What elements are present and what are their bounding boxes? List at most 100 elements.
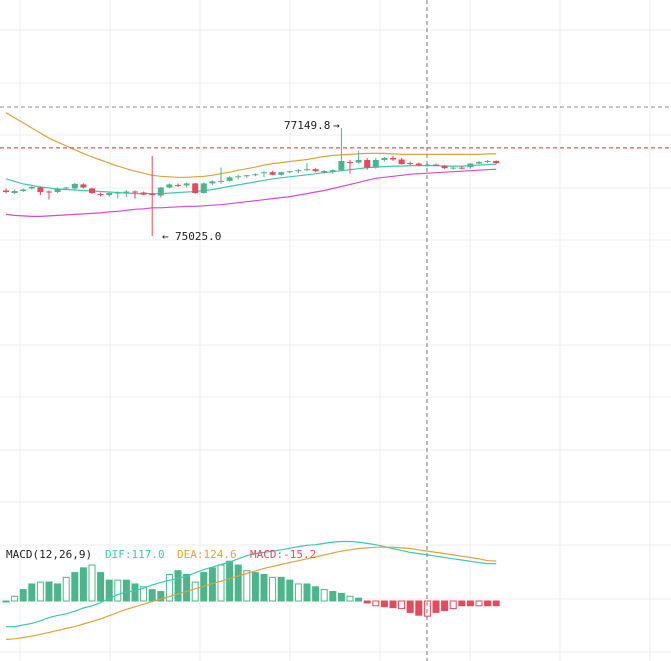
macd-bar [492, 600, 500, 607]
candle-body [450, 167, 457, 169]
boll-upper-line [5, 112, 497, 178]
candle-body [493, 161, 500, 164]
macd-lines [5, 540, 497, 640]
macd-bar [294, 583, 302, 602]
candle-body [338, 161, 345, 171]
candle-body [28, 186, 35, 189]
macd-bar [484, 600, 492, 607]
macd-bar [269, 576, 277, 602]
macd-bar [191, 581, 199, 602]
candle-body [54, 188, 61, 193]
macd-bar [114, 579, 122, 602]
macd-bar [441, 600, 449, 611]
candle-body [243, 175, 250, 177]
candle-body [37, 187, 44, 193]
candle-body [226, 177, 233, 181]
candle-body [398, 159, 405, 165]
low-marker-label: 75025.0 [175, 230, 221, 243]
candle-body [476, 162, 482, 164]
candle-body [192, 183, 199, 194]
candle-body [140, 192, 147, 195]
candle-body [441, 165, 448, 169]
low-marker-arrow: ← [162, 230, 169, 243]
high-marker: 77149.8 → [284, 119, 340, 132]
candle-body [372, 160, 379, 168]
macd-bar [251, 572, 259, 602]
boll-mid-line [5, 163, 497, 195]
candle-body [97, 194, 104, 196]
candle-body [209, 181, 216, 184]
macd-bar [303, 583, 311, 602]
candle-body [484, 161, 491, 163]
macd-bar [389, 600, 397, 609]
candle-body [329, 170, 336, 172]
macd-bar [19, 589, 27, 602]
candle-body [80, 184, 87, 188]
candle-body [458, 167, 465, 169]
macd-bar [449, 600, 457, 610]
macd-bar [312, 586, 320, 602]
candle-body [261, 172, 267, 174]
macd-bar [140, 586, 148, 602]
candle-body [89, 188, 95, 194]
candles [3, 128, 500, 236]
macd-dif-line [6, 540, 497, 628]
macd-bar [355, 597, 363, 602]
macd-bar [415, 600, 423, 616]
macd-bar [157, 591, 165, 602]
candle-body [149, 194, 156, 196]
candle-body [132, 191, 138, 193]
macd-bar [36, 581, 44, 602]
macd-bar [174, 570, 182, 602]
high-marker-label: 77149.8 [284, 119, 330, 132]
macd-bar [372, 600, 380, 607]
macd-bar [406, 600, 414, 613]
macd-bar [346, 595, 354, 602]
boll-lower-line [5, 168, 497, 217]
candle-body [106, 193, 113, 196]
candle-body [347, 162, 353, 164]
candle-body [71, 183, 78, 189]
macd-bar [97, 572, 105, 602]
macd-bar [62, 576, 70, 602]
macd-bar [165, 573, 173, 602]
macd-bar [337, 592, 345, 602]
macd-legend-macd: MACD:-15.2 [250, 548, 316, 561]
macd-histogram [2, 560, 500, 617]
candle-body [218, 180, 224, 182]
macd-bar [105, 579, 113, 602]
candle-body [467, 163, 474, 168]
macd-bar [54, 583, 62, 602]
macd-bar [45, 581, 53, 602]
macd-legend: MACD(12,26,9) DIF:117.0 DEA:124.6 MACD:-… [6, 548, 316, 561]
candle-body [200, 183, 207, 194]
bollinger-bands [5, 112, 497, 217]
candle-body [46, 191, 52, 193]
candle-body [3, 190, 9, 193]
macd-bar [329, 591, 337, 602]
macd-bar [466, 600, 474, 607]
candle-body [11, 191, 18, 194]
macd-bar [2, 600, 10, 603]
candle-body [304, 169, 310, 171]
macd-bar [122, 579, 130, 602]
candle-body [390, 157, 396, 160]
candle-body [166, 184, 173, 188]
macd-bar [71, 572, 79, 602]
candle-body [278, 172, 285, 175]
macd-legend-name: MACD(12,26,9) [6, 548, 92, 561]
macd-bar [475, 600, 483, 607]
macd-bar [28, 583, 36, 602]
candle-body [269, 172, 276, 175]
candle-body [381, 157, 388, 161]
candle-body [63, 187, 70, 189]
candle-body [20, 189, 27, 192]
candle-body [235, 176, 242, 178]
macd-bar [277, 576, 285, 602]
macd-bar [260, 573, 268, 602]
candle-body [252, 174, 259, 176]
candle-body [364, 160, 371, 168]
macd-bar [286, 579, 294, 602]
candle-body [433, 164, 439, 166]
